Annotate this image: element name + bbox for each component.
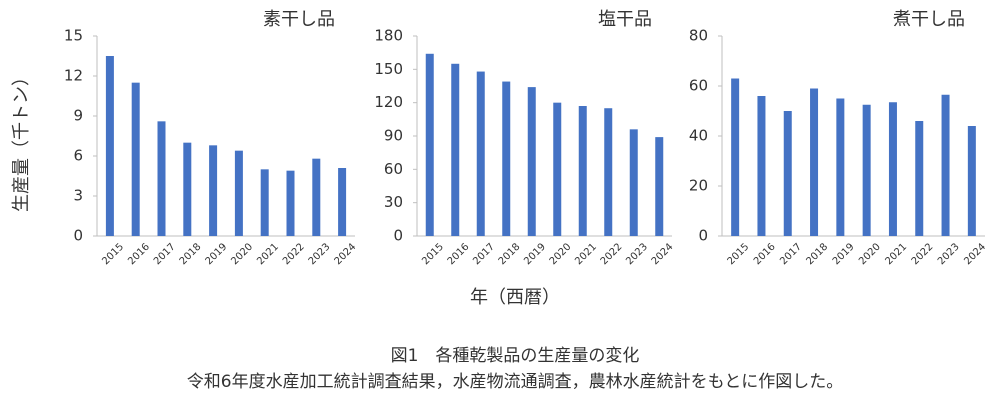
- bar: [810, 88, 819, 236]
- bar: [836, 98, 845, 236]
- x-tick-label: 2021: [255, 241, 281, 267]
- bar: [425, 53, 434, 237]
- bar: [157, 121, 166, 236]
- bar: [502, 81, 511, 236]
- y-tick-label: 90: [384, 127, 403, 145]
- y-tick-label: 12: [64, 67, 83, 85]
- bar: [888, 102, 897, 236]
- bar: [629, 129, 638, 236]
- x-tick-label: 2024: [333, 241, 359, 267]
- x-tick-label: 2017: [471, 241, 497, 267]
- y-axis-title: 生産量（千トン）: [11, 68, 32, 212]
- bar: [451, 63, 460, 237]
- x-tick-label: 2022: [599, 241, 625, 267]
- y-tick-label: 60: [384, 160, 403, 178]
- x-tick-label: 2020: [548, 241, 574, 267]
- x-tick-label: 2015: [100, 241, 126, 267]
- x-tick-label: 2020: [229, 241, 255, 267]
- bar: [757, 96, 766, 236]
- x-axis-title: 年（西暦）: [470, 287, 560, 308]
- bar: [338, 168, 347, 236]
- bar: [209, 145, 218, 236]
- bar: [286, 170, 295, 236]
- x-tick-label: 2024: [962, 241, 988, 267]
- x-tick-label: 2016: [446, 241, 472, 267]
- bar: [476, 71, 485, 236]
- chart-title: 塩干品: [598, 9, 652, 30]
- x-tick-label: 2016: [752, 241, 778, 267]
- x-tick-label: 2019: [522, 241, 548, 267]
- y-tick-label: 0: [698, 227, 708, 245]
- chart-title: 素干し品: [263, 9, 335, 30]
- bar: [260, 169, 269, 236]
- y-tick-label: 3: [73, 187, 83, 205]
- bar: [527, 87, 536, 236]
- x-tick-label: 2024: [650, 241, 676, 267]
- y-tick-label: 30: [384, 193, 403, 211]
- y-tick-label: 0: [73, 227, 83, 245]
- bar: [234, 150, 243, 236]
- y-tick-label: 20: [689, 177, 708, 195]
- x-tick-label: 2019: [831, 241, 857, 267]
- bar: [862, 104, 871, 236]
- bar: [967, 126, 976, 236]
- x-tick-label: 2015: [726, 241, 752, 267]
- y-tick-label: 9: [73, 107, 83, 125]
- source-note: 令和6年度水産加工統計調査結果，水産物流通調査，農林水産統計をもとに作図した。: [187, 372, 843, 392]
- x-tick-label: 2017: [778, 241, 804, 267]
- caption: 図1 各種乾製品の生産量の変化: [391, 346, 640, 366]
- x-tick-label: 2021: [573, 241, 599, 267]
- y-tick-label: 6: [73, 147, 83, 165]
- bar: [183, 142, 192, 236]
- bar: [578, 106, 587, 236]
- bar: [915, 121, 924, 236]
- y-tick-label: 15: [64, 27, 83, 45]
- y-tick-label: 150: [374, 60, 403, 78]
- x-tick-label: 2023: [936, 241, 962, 267]
- bar: [131, 82, 140, 237]
- y-tick-label: 120: [374, 93, 403, 111]
- bar: [783, 111, 792, 236]
- bar: [312, 158, 321, 236]
- x-tick-label: 2019: [204, 241, 230, 267]
- x-tick-label: 2016: [126, 241, 152, 267]
- bar: [655, 137, 664, 236]
- bar: [731, 78, 740, 236]
- x-tick-label: 2023: [624, 241, 650, 267]
- x-tick-label: 2021: [883, 241, 909, 267]
- x-tick-label: 2018: [805, 241, 831, 267]
- bar: [553, 102, 562, 237]
- y-tick-label: 40: [689, 127, 708, 145]
- y-tick-label: 0: [393, 227, 403, 245]
- x-tick-label: 2018: [497, 241, 523, 267]
- bar: [604, 108, 613, 236]
- x-tick-label: 2020: [857, 241, 883, 267]
- y-tick-label: 180: [374, 27, 403, 45]
- bar: [105, 56, 114, 236]
- y-tick-label: 60: [689, 77, 708, 95]
- chart-title: 煮干し品: [893, 9, 965, 30]
- x-tick-label: 2017: [152, 241, 178, 267]
- x-tick-label: 2015: [420, 241, 446, 267]
- x-tick-label: 2018: [178, 241, 204, 267]
- x-tick-label: 2022: [910, 241, 936, 267]
- x-tick-label: 2023: [307, 241, 333, 267]
- x-tick-label: 2022: [281, 241, 307, 267]
- y-tick-label: 80: [689, 27, 708, 45]
- bar: [941, 94, 950, 236]
